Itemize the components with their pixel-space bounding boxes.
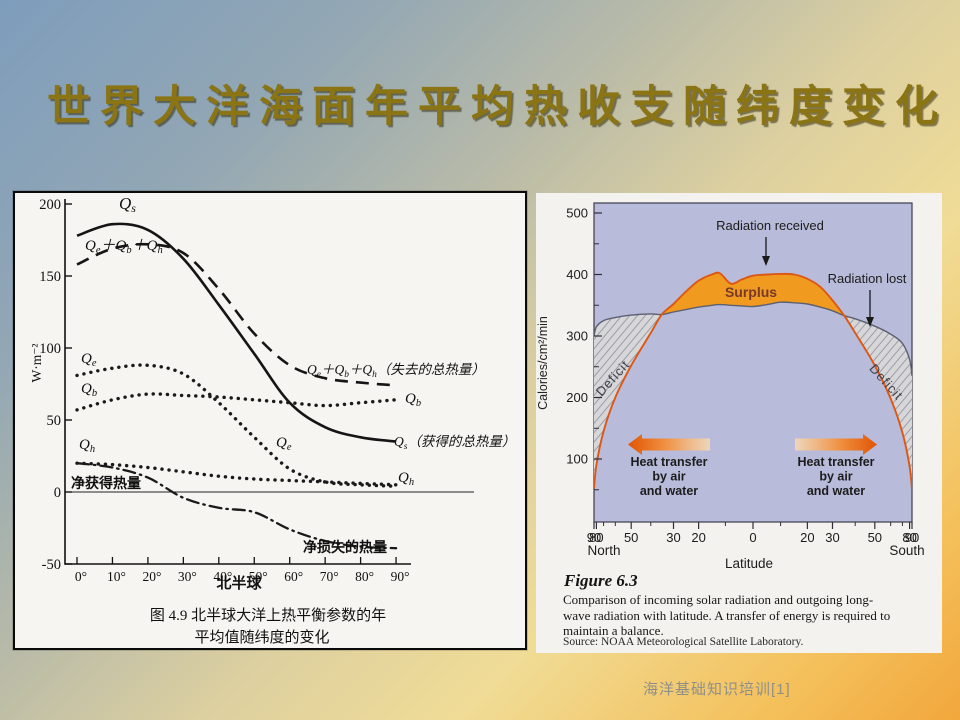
heat-transfer-text-south: by air	[819, 470, 852, 484]
surplus-area	[661, 272, 845, 316]
curve-label: Qs（获得的总热量）	[394, 434, 515, 452]
curve-label: 净获得热量	[71, 475, 141, 492]
plot-area	[593, 202, 913, 523]
curve-label: 净损失的热量	[303, 539, 387, 556]
radiation-lost-label: Radiation lost	[828, 271, 907, 286]
curve-label: Qh	[79, 437, 95, 455]
deficit-area-south	[844, 315, 912, 490]
left-x-tick-label: 90°	[391, 569, 410, 584]
slide-title: 世界大洋海面年平均热收支随纬度变化	[47, 84, 948, 131]
qs-curve	[76, 222, 397, 443]
right-figure-radiation-balance: 500 400 300 200 100 90 80 50 30 20 0 20 30 50 80 90 Nort…	[536, 193, 942, 653]
left-x-tick-label: 70°	[320, 569, 339, 584]
net-curve	[75, 462, 398, 550]
surplus-label: Surplus	[725, 284, 777, 300]
left-chart-svg: 200 150 100 50 0 -50 0° 10° 20° 30° 40° 50° 60° 70° 80…	[29, 194, 515, 646]
right-x-tick-label: 0	[749, 530, 756, 545]
heat-transfer-text-south: and water	[807, 484, 865, 498]
left-x-tick-label: 10°	[107, 569, 126, 584]
curve-label: Qs	[119, 194, 136, 215]
right-y-tick-label: 300	[566, 329, 588, 344]
left-y-tick-label: 50	[47, 413, 62, 429]
qe-curve	[75, 363, 398, 488]
figure-caption-source: Source: NOAA Meteorological Satellite La…	[563, 636, 804, 648]
left-y-tick-label: 200	[39, 197, 61, 213]
right-x-tick-label: 90	[587, 530, 601, 545]
left-x-tick-label: 30°	[178, 569, 197, 584]
radiation-received-label: Radiation received	[716, 218, 824, 233]
right-x-tick-label: 50	[624, 530, 638, 545]
x-axis-north-label: North	[587, 543, 620, 558]
curve-label: Qh	[398, 470, 414, 488]
right-y-tick-label: 100	[566, 452, 588, 467]
left-x-tick-label: 50°	[249, 569, 268, 584]
right-x-tick-label: 20	[691, 530, 705, 545]
right-x-tick-label: 30	[825, 530, 839, 545]
right-x-axis-label: Latitude	[725, 556, 773, 569]
figure-caption-title: Figure 6.3	[564, 571, 638, 590]
curve-label: Qe＋Qb＋Qh（失去的总热量）	[307, 362, 485, 380]
qe-qb-qh-curve	[76, 242, 397, 387]
left-figure-heat-budget-chart: 200 150 100 50 0 -50 0° 10° 20° 30° 40° 50° 60° 70° 80…	[13, 191, 527, 650]
curve-label: Qe	[276, 435, 292, 453]
radiation-received-curve	[594, 271, 912, 490]
curve-label: Qb	[81, 381, 97, 399]
heat-transfer-arrow-north	[628, 434, 710, 455]
right-x-tick-label: 30	[666, 530, 680, 545]
curve-label: Qe	[81, 351, 97, 369]
left-x-tick-label: 60°	[284, 569, 303, 584]
left-x-tick-label: 0°	[75, 569, 87, 584]
left-x-tick-label: 20°	[142, 569, 161, 584]
right-y-tick-label: 200	[566, 390, 588, 405]
curve-label: Qb	[405, 391, 421, 409]
heat-transfer-text-north: and water	[640, 484, 698, 498]
right-x-tick-label: 90	[905, 530, 919, 545]
curve-label: Qe＋Qb＋Qh	[85, 238, 163, 256]
right-x-tick-label: 20	[800, 530, 814, 545]
right-y-tick-label: 500	[566, 206, 588, 221]
slide-footer: 海洋基础知识培训[1]	[643, 681, 791, 698]
heat-transfer-text-south: Heat transfer	[797, 455, 874, 469]
right-x-tick-label: 80	[589, 530, 603, 545]
left-y-axis-label: W·m⁻²	[29, 344, 44, 383]
right-y-axis-label: Calories/cm²/min	[536, 316, 550, 410]
left-y-tick-label: -50	[42, 557, 61, 573]
heat-transfer-text-north: Heat transfer	[630, 455, 707, 469]
left-figure-caption-line2: 平均值随纬度的变化	[194, 629, 329, 646]
left-x-tick-label: 80°	[355, 569, 374, 584]
heat-transfer-arrow-south	[795, 434, 877, 455]
heat-transfer-text-north: by air	[652, 470, 685, 484]
left-y-tick-label: 0	[54, 485, 61, 501]
right-y-tick-label: 400	[566, 267, 588, 282]
left-x-axis-label: 北半球	[216, 574, 262, 592]
qb-curve	[75, 392, 398, 412]
deficit-area-north	[594, 313, 662, 489]
radiation-lost-curve	[594, 301, 912, 377]
x-axis-south-label: South	[889, 543, 924, 558]
right-x-tick-label: 50	[868, 530, 882, 545]
left-x-tick-label: 40°	[213, 569, 232, 584]
right-x-tick-label: 80	[902, 530, 916, 545]
left-y-tick-label: 100	[39, 341, 61, 357]
figure-caption-text: Comparison of incoming solar radiation a…	[563, 592, 891, 638]
left-y-tick-label: 150	[39, 269, 61, 285]
left-figure-caption-line1: 图 4.9 北半球大洋上热平衡参数的年	[150, 607, 386, 624]
